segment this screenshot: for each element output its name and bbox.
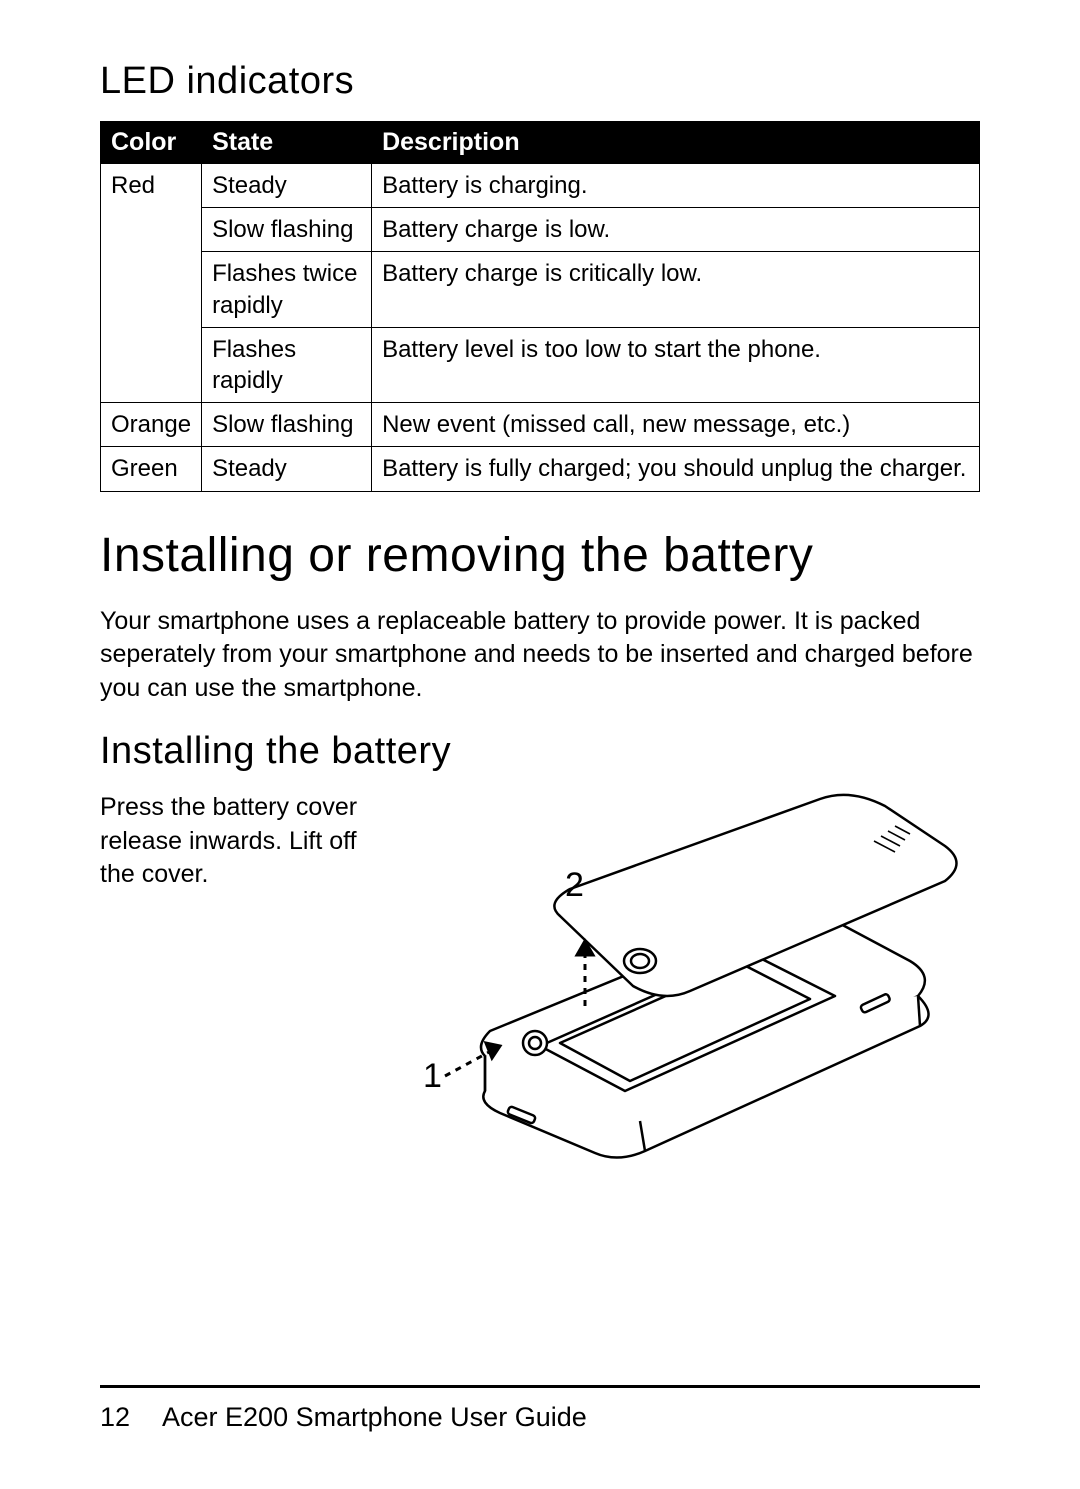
cell-color [101,208,202,252]
cell-description: Battery charge is critically low. [372,252,980,327]
cell-description: Battery charge is low. [372,208,980,252]
cell-state: Flashes twice rapidly [202,252,372,327]
installing-battery-heading: Installing the battery [100,730,980,773]
table-row: Slow flashing Battery charge is low. [101,208,980,252]
table-row: Red Steady Battery is charging. [101,164,980,208]
cell-state: Steady [202,164,372,208]
table-header-row: Color State Description [101,122,980,164]
cell-color [101,252,202,327]
cell-color [101,327,202,402]
doc-title: Acer E200 Smartphone User Guide [162,1402,587,1432]
footer-rule [100,1385,980,1388]
cell-state: Steady [202,447,372,491]
battery-cover-figure: 1 2 [390,791,980,1166]
table-row: Green Steady Battery is fully charged; y… [101,447,980,491]
intro-paragraph: Your smartphone uses a replaceable batte… [100,605,980,706]
led-indicators-table: Color State Description Red Steady Batte… [100,121,980,492]
page-footer: 12 Acer E200 Smartphone User Guide [100,1385,980,1433]
cell-description: Battery level is too low to start the ph… [372,327,980,402]
cell-state: Slow flashing [202,403,372,447]
col-state: State [202,122,372,164]
cell-state: Flashes rapidly [202,327,372,402]
step-text: Press the battery cover release inwards.… [100,791,370,892]
table-row: Orange Slow flashing New event (missed c… [101,403,980,447]
cell-description: New event (missed call, new message, etc… [372,403,980,447]
led-indicators-heading: LED indicators [100,60,980,103]
cell-color: Green [101,447,202,491]
col-color: Color [101,122,202,164]
cell-state: Slow flashing [202,208,372,252]
col-description: Description [372,122,980,164]
figure-callout-1: 1 [423,1057,442,1095]
cell-description: Battery is fully charged; you should unp… [372,447,980,491]
installing-removing-heading: Installing or removing the battery [100,528,980,583]
table-row: Flashes rapidly Battery level is too low… [101,327,980,402]
cell-color: Red [101,164,202,208]
table-row: Flashes twice rapidly Battery charge is … [101,252,980,327]
figure-callout-2: 2 [565,866,584,904]
cell-description: Battery is charging. [372,164,980,208]
cell-color: Orange [101,403,202,447]
page-number: 12 [100,1402,156,1433]
